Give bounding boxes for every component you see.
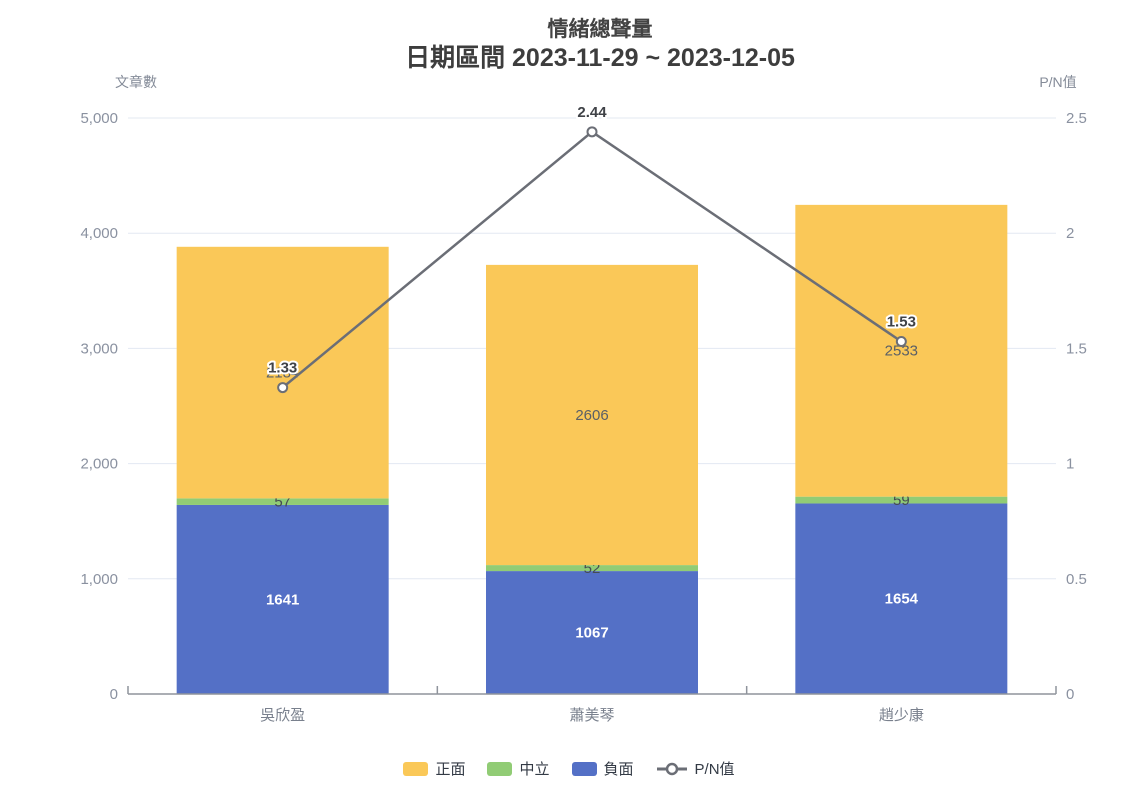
legend-swatch-neutral xyxy=(487,761,513,776)
chart-legend: 正面 中立 負面 P/N值 xyxy=(0,758,1138,779)
bar-segment-negative-2[interactable] xyxy=(795,503,1008,694)
line-point-pn-ratio-2[interactable] xyxy=(895,335,907,347)
legend-label-negative: 負面 xyxy=(603,761,634,778)
bar-segment-positive-2[interactable] xyxy=(795,204,1008,497)
left-axis-tick-label: 0 xyxy=(110,686,118,703)
line-point-pn-ratio-1[interactable] xyxy=(586,126,598,138)
category-label-0: 吳欣盈 xyxy=(260,707,305,724)
legend-line-marker-icon xyxy=(656,762,687,775)
bar-value-label-positive-0: 2184 xyxy=(266,365,299,382)
legend-swatch-negative xyxy=(571,761,597,776)
left-axis-tick-label: 3,000 xyxy=(80,340,118,357)
legend-item-pn-ratio[interactable]: P/N值 xyxy=(656,758,735,779)
right-axis-tick-label: 2 xyxy=(1066,225,1074,242)
bar-value-label-negative-2: 1654 xyxy=(885,591,919,608)
bar-segment-positive-1[interactable] xyxy=(486,264,698,566)
bar-segment-neutral-0[interactable] xyxy=(176,498,389,505)
right-axis-tick-label: 1 xyxy=(1066,456,1074,473)
bar-value-label-positive-2: 2533 xyxy=(885,343,918,360)
line-value-label-pn-ratio-0: 1.33 xyxy=(268,360,297,377)
bar-segment-negative-1[interactable] xyxy=(486,571,698,694)
right-axis-tick-label: 2.5 xyxy=(1066,110,1087,127)
bar-segment-positive-0[interactable] xyxy=(176,246,389,499)
category-label-2: 趙少康 xyxy=(879,707,924,724)
chart-title-line1: 情緒總聲量 xyxy=(547,18,653,41)
left-axis-tick-label: 2,000 xyxy=(80,456,118,473)
bar-segment-negative-0[interactable] xyxy=(176,504,389,694)
line-point-pn-ratio-0[interactable] xyxy=(277,382,289,394)
chart-title-line2: 日期區間 2023-11-29 ~ 2023-12-05 xyxy=(405,44,795,73)
left-axis-tick-label: 4,000 xyxy=(80,225,118,242)
legend-item-neutral[interactable]: 中立 xyxy=(487,758,550,779)
legend-label-pn-ratio: P/N值 xyxy=(694,761,735,778)
right-axis-title: P/N值 xyxy=(1039,74,1077,90)
right-axis-tick-label: 0.5 xyxy=(1066,571,1087,588)
legend-swatch-positive xyxy=(403,761,429,776)
line-value-label-pn-ratio-1: 2.44 xyxy=(577,104,607,121)
left-axis-tick-label: 1,000 xyxy=(80,571,118,588)
left-axis-title: 文章數 xyxy=(115,74,157,90)
right-axis-tick-label: 0 xyxy=(1066,686,1074,703)
bar-segment-neutral-2[interactable] xyxy=(795,496,1008,504)
left-axis-tick-label: 5,000 xyxy=(80,110,118,127)
bar-value-label-negative-0: 1641 xyxy=(266,591,299,608)
category-label-1: 蕭美琴 xyxy=(569,707,614,724)
legend-label-neutral: 中立 xyxy=(519,761,550,778)
legend-label-positive: 正面 xyxy=(435,761,466,778)
bar-segment-neutral-1[interactable] xyxy=(486,565,698,572)
legend-item-positive[interactable]: 正面 xyxy=(403,758,465,779)
chart-title: 情緒總聲量 日期區間 2023-11-29 ~ 2023-12-05 xyxy=(31,18,1138,73)
line-value-label-pn-ratio-2: 1.53 xyxy=(887,313,916,330)
bar-value-label-negative-1: 1067 xyxy=(575,625,608,642)
right-axis-tick-label: 1.5 xyxy=(1066,340,1087,357)
legend-item-negative[interactable]: 負面 xyxy=(571,758,634,779)
bar-value-label-positive-1: 2606 xyxy=(575,407,608,424)
